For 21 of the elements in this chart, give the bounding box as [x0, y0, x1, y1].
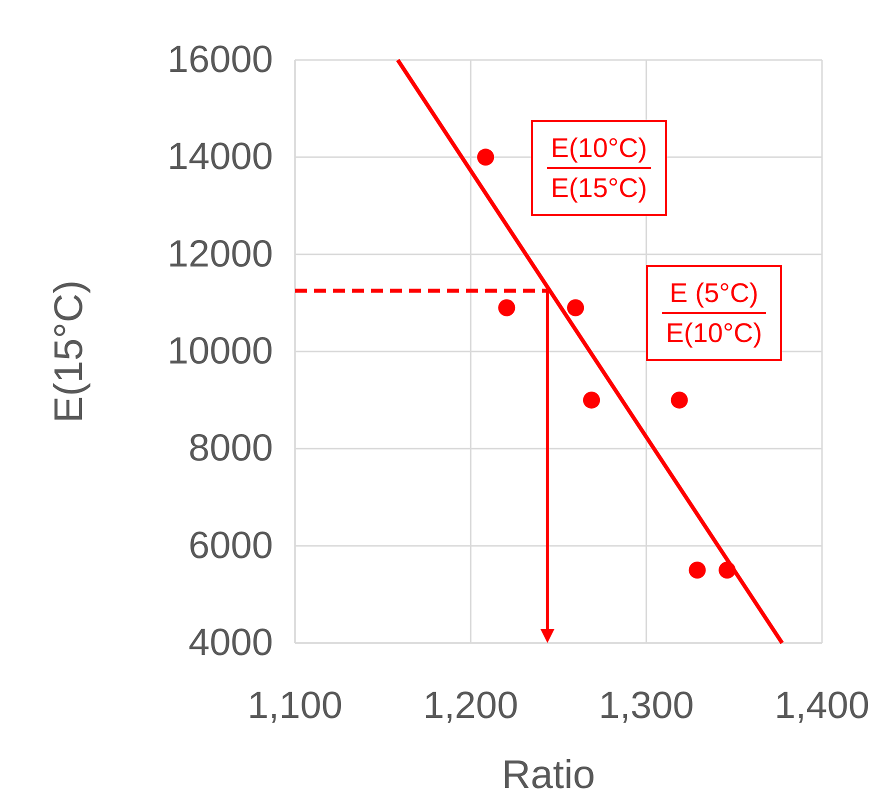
x-tick-label: 1,200 [423, 685, 518, 727]
point [477, 148, 494, 166]
annotation: E(10°C) E(15°C) [550, 133, 648, 203]
y-tick-label: 10000 [167, 330, 273, 372]
point [670, 392, 688, 409]
y-tick-label: 12000 [167, 233, 273, 276]
y-tick-label: 16000 [167, 39, 273, 81]
y-tick-label: 14000 [167, 136, 273, 178]
point [688, 562, 706, 579]
y-tick-label: 4000 [188, 622, 273, 664]
point [498, 299, 516, 316]
x-axis-title: Ratio [502, 753, 596, 797]
x-tick-label: 1,100 [247, 685, 343, 727]
point [583, 392, 600, 409]
annotation: E (5°C) E(10°C) [666, 278, 762, 348]
y-tick-label: 6000 [188, 524, 273, 567]
y-axis-title: E(15°C) [47, 280, 91, 423]
y-tick-label: 8000 [188, 428, 273, 470]
x-tick-label: 1,300 [598, 685, 694, 727]
x-tick-label: 1,400 [774, 685, 870, 727]
point [567, 299, 584, 316]
